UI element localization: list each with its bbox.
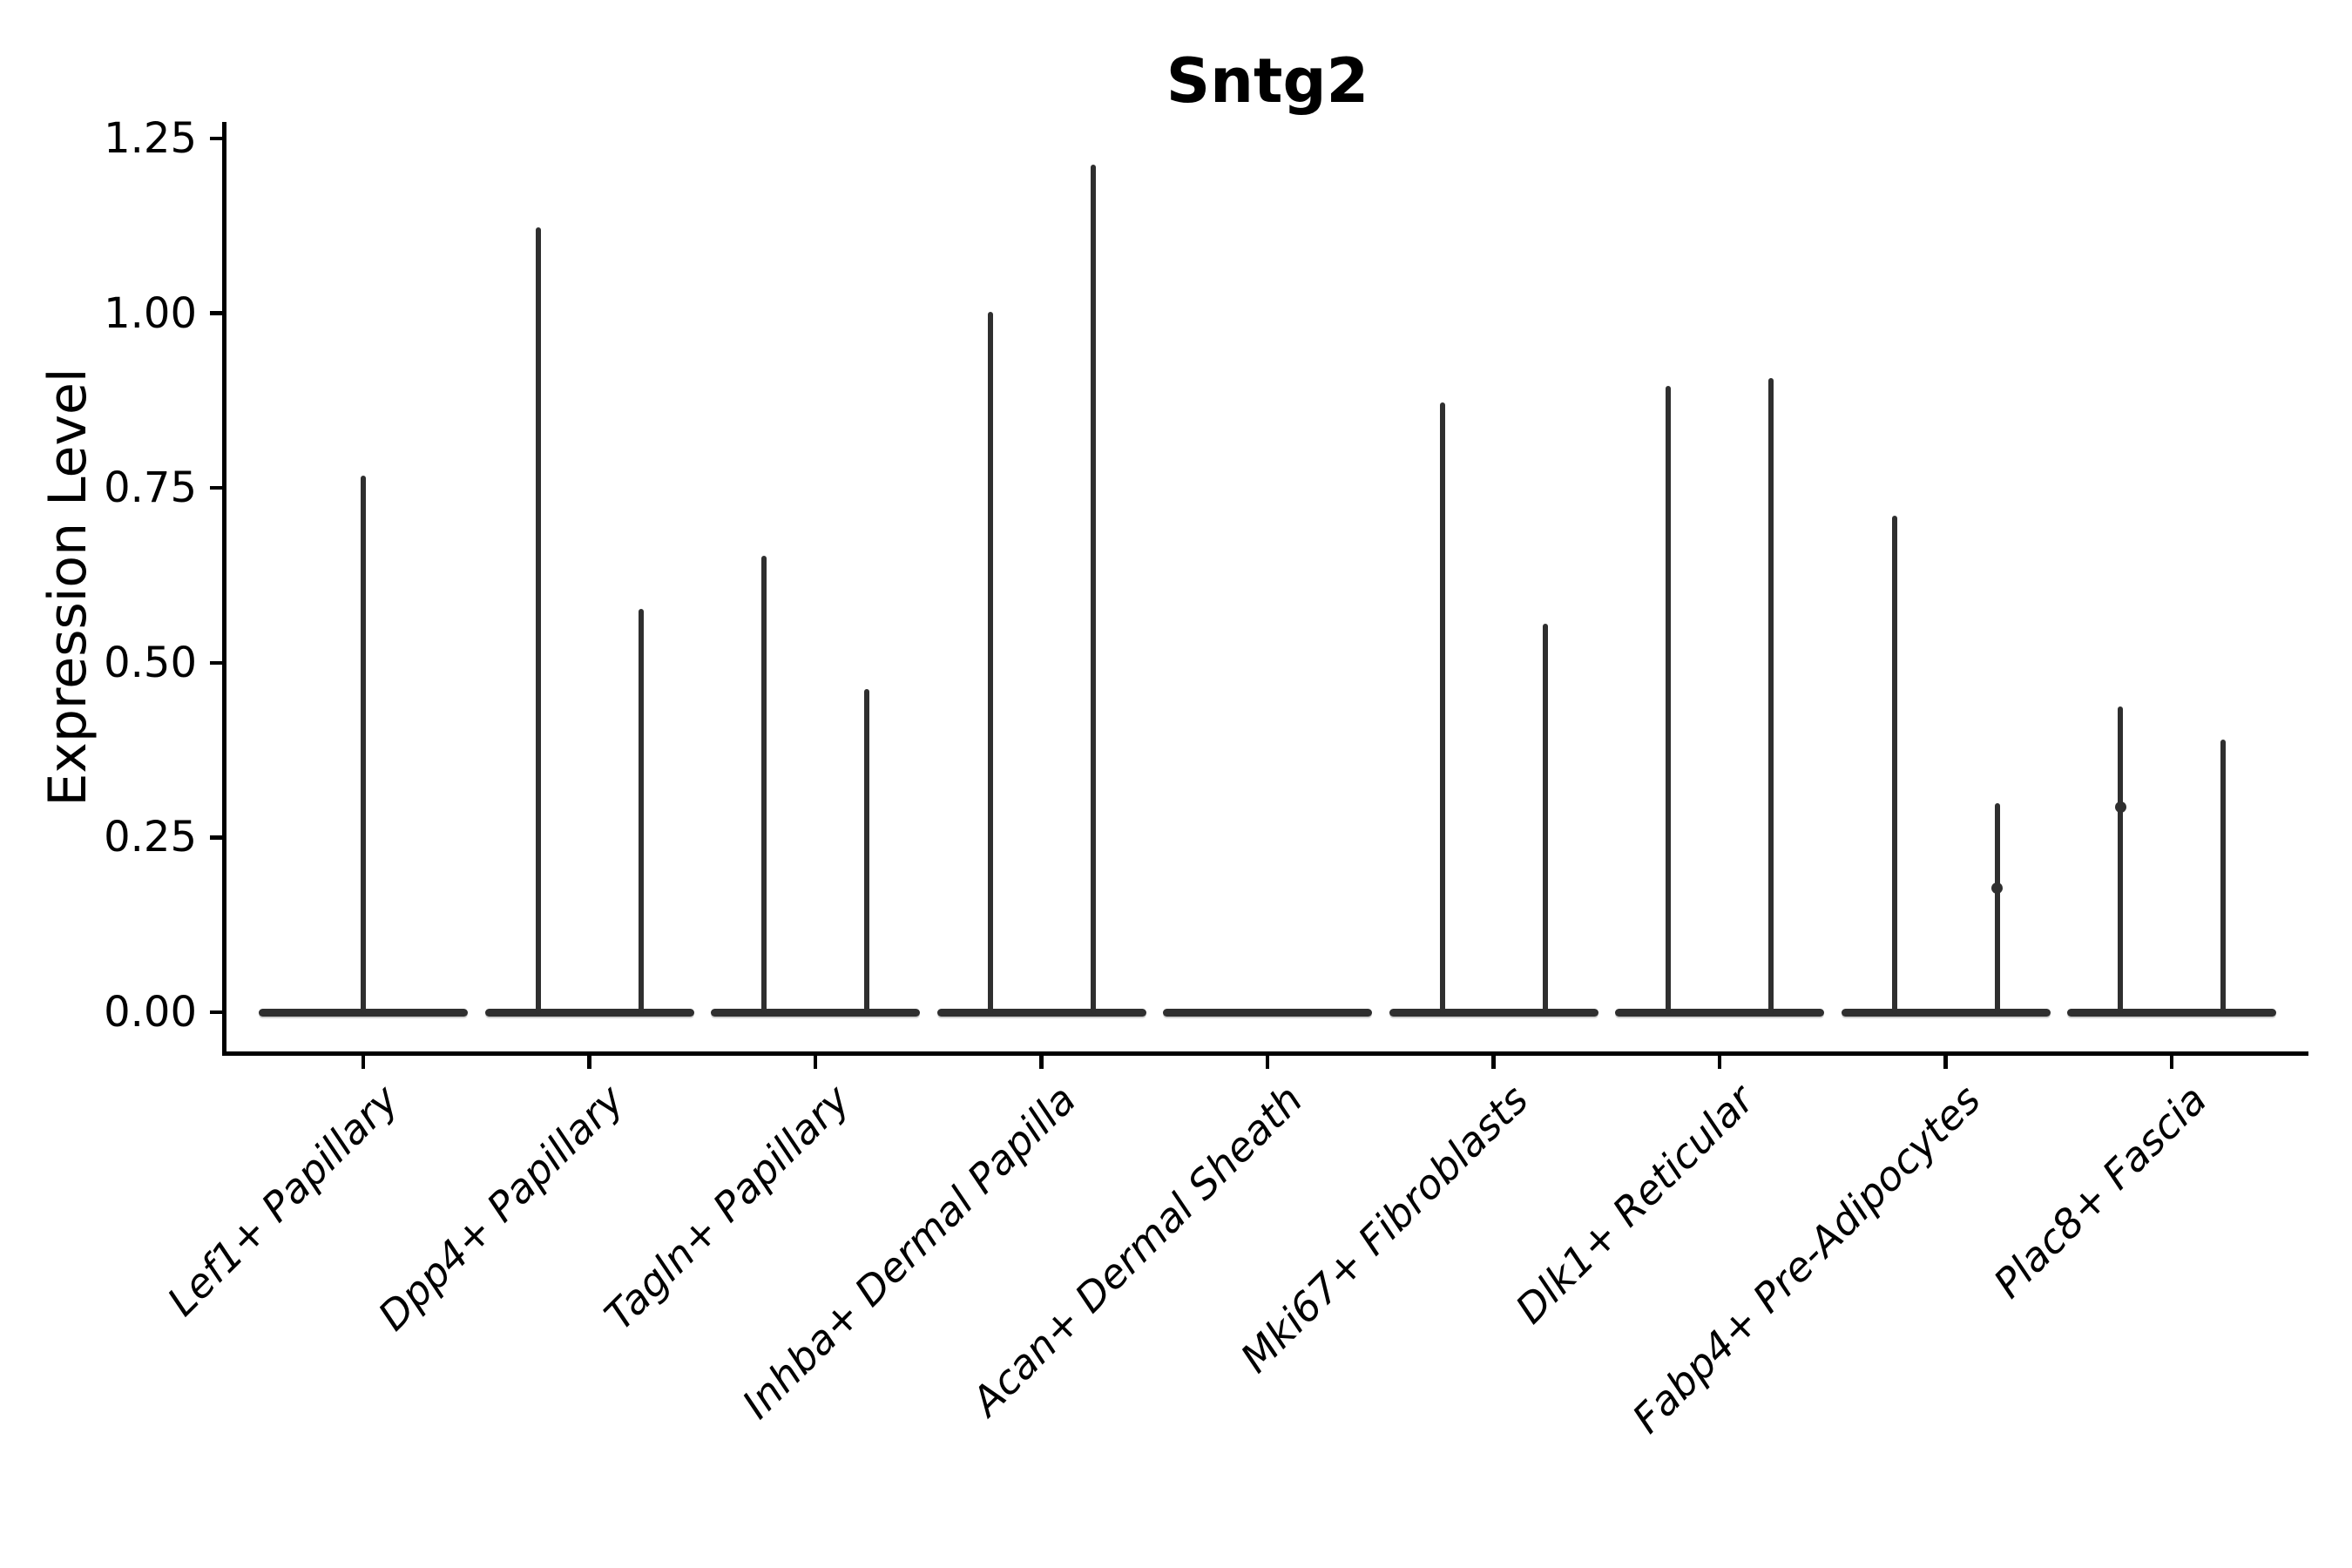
violin-spike xyxy=(2220,740,2226,1014)
y-tick-mark xyxy=(210,1010,222,1015)
y-tick-mark xyxy=(210,835,222,840)
x-axis-spine xyxy=(222,1051,2308,1056)
violin-spike xyxy=(1994,802,2000,1014)
violin-base xyxy=(936,1008,1146,1017)
x-tick-mark xyxy=(587,1056,591,1069)
chart-title: Sntg2 xyxy=(1166,45,1369,117)
violin-base xyxy=(484,1008,694,1017)
x-tick-mark xyxy=(2169,1056,2174,1069)
violin-spike xyxy=(1666,386,1671,1014)
y-tick-mark xyxy=(210,136,222,141)
y-tick-label: 0.75 xyxy=(104,463,197,513)
x-tick-mark xyxy=(1491,1056,1496,1069)
y-tick-mark xyxy=(210,660,222,666)
violin-spike xyxy=(535,227,541,1014)
y-tick-mark xyxy=(210,485,222,490)
x-tick-mark xyxy=(813,1056,818,1069)
violin-base xyxy=(1389,1008,1598,1017)
y-tick-label: 0.25 xyxy=(104,813,197,862)
x-tick-label: Lef1+ Papillary xyxy=(158,1076,408,1325)
x-tick-label: Dpp4+ Papillary xyxy=(369,1076,633,1340)
violin-base xyxy=(1163,1008,1372,1017)
x-tick-mark xyxy=(361,1056,366,1069)
violin-base xyxy=(1841,1008,2051,1017)
violin-spike xyxy=(1542,624,1548,1014)
x-tick-label: Dlk1+ Reticular xyxy=(1506,1076,1764,1333)
x-tick-mark xyxy=(1717,1056,1722,1069)
violin-spike xyxy=(761,556,767,1014)
violin-base xyxy=(711,1008,920,1017)
violin-base xyxy=(2067,1008,2276,1017)
y-tick-label: 0.50 xyxy=(104,638,197,687)
y-tick-label: 1.25 xyxy=(104,114,197,163)
x-tick-mark xyxy=(1039,1056,1044,1069)
violin-spike xyxy=(1439,402,1445,1014)
violin-spike xyxy=(1768,377,1774,1014)
violin-spike xyxy=(987,311,993,1014)
violin-base xyxy=(1615,1008,1824,1017)
y-tick-mark xyxy=(210,311,222,315)
violin-spike xyxy=(1090,165,1096,1014)
x-tick-mark xyxy=(1265,1056,1270,1069)
violin-spike xyxy=(2118,706,2123,1014)
violin-knot xyxy=(2114,801,2126,814)
x-tick-label: Plac8+ Fascia xyxy=(1984,1076,2216,1308)
violin-knot xyxy=(1991,882,2003,895)
violin-spike xyxy=(864,688,869,1014)
y-tick-label: 0.00 xyxy=(104,988,197,1037)
x-tick-label: Tagln+ Papillary xyxy=(595,1076,860,1340)
violin-spike xyxy=(638,608,644,1014)
y-axis-spine xyxy=(222,122,226,1056)
y-axis-label: Expression Level xyxy=(37,367,98,807)
x-tick-mark xyxy=(1943,1056,1948,1069)
violin-spike xyxy=(361,476,366,1014)
y-tick-label: 1.00 xyxy=(104,288,197,338)
violin-spike xyxy=(1891,515,1897,1014)
